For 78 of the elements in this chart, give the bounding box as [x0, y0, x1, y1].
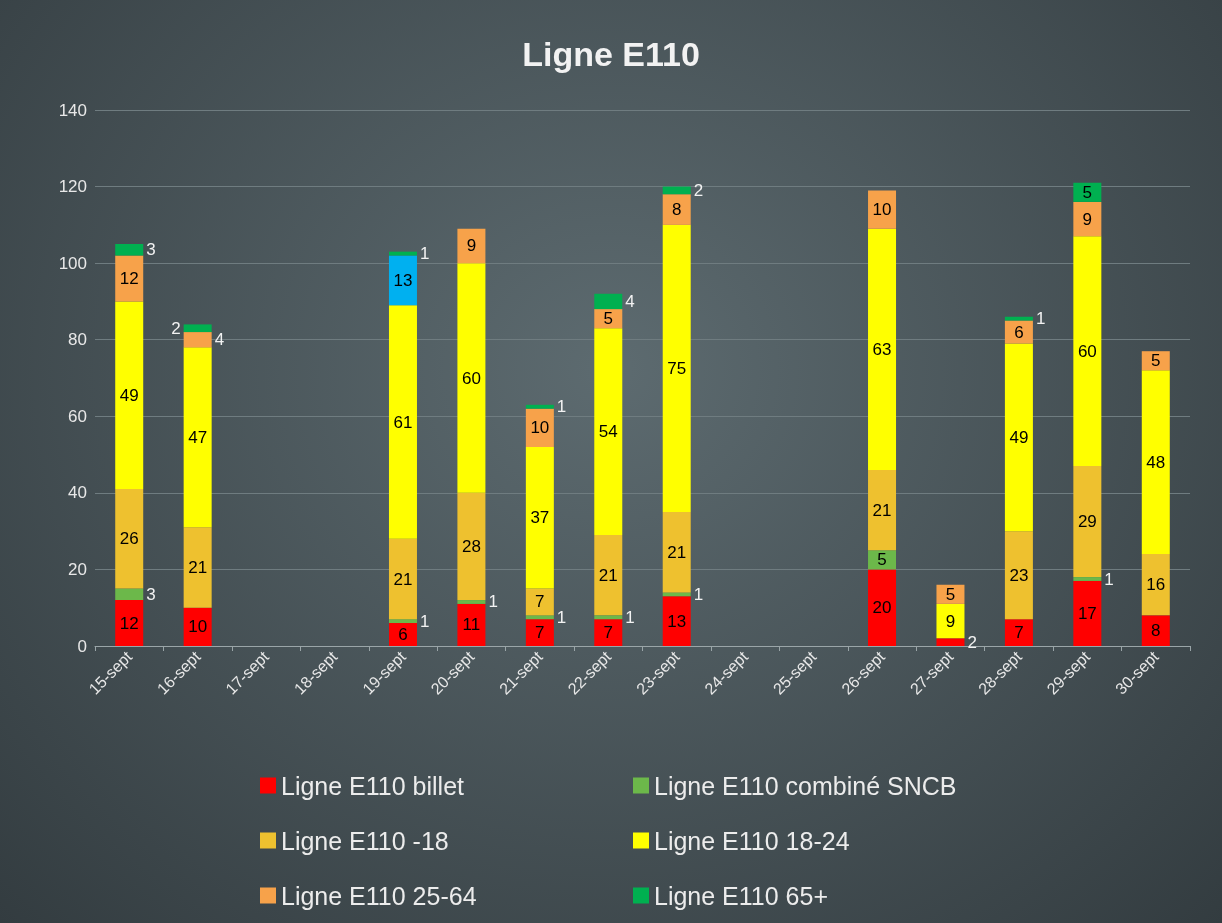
data-label: 48	[1146, 452, 1166, 472]
data-label: 2	[967, 632, 977, 652]
data-label: 1	[556, 397, 567, 417]
data-label: 1	[1104, 569, 1114, 589]
data-label: 12	[119, 268, 139, 288]
data-label: 9	[466, 236, 477, 256]
data-label: 21	[667, 542, 687, 562]
data-label: 1	[488, 592, 498, 612]
data-label: 7	[535, 623, 545, 643]
data-label: 9	[945, 611, 956, 631]
data-label: 54	[598, 422, 618, 442]
data-label: 1	[625, 607, 635, 627]
data-label: 61	[393, 412, 413, 432]
data-label: 20	[872, 598, 892, 618]
data-label: 11	[462, 615, 481, 635]
y-tick-label: 40	[68, 483, 87, 503]
data-label: 10	[530, 418, 550, 438]
legend-label: Ligne E110 -18	[281, 826, 449, 855]
data-label: 1	[419, 244, 430, 264]
chart-title: Ligne E110	[522, 35, 700, 73]
data-label: 17	[1077, 603, 1097, 623]
data-label: 37	[530, 508, 550, 528]
data-label: 2	[693, 180, 704, 200]
data-label: 7	[1014, 623, 1024, 643]
data-label: 5	[1151, 351, 1161, 371]
data-label: 63	[872, 339, 892, 359]
legend-label: Ligne E110 18-24	[654, 826, 850, 855]
data-label: 10	[872, 200, 892, 220]
data-label: 49	[1009, 427, 1029, 447]
data-label: 12	[119, 613, 139, 633]
data-label: 6	[1014, 322, 1024, 342]
data-label: 16	[1146, 575, 1166, 595]
data-label: 21	[393, 569, 413, 589]
legend-label: Ligne E110 combiné SNCB	[654, 771, 957, 800]
data-label: 21	[598, 565, 618, 585]
data-label: 1	[693, 584, 704, 604]
data-label: 3	[146, 240, 156, 260]
data-label: 4	[625, 291, 635, 311]
y-tick-label: 120	[58, 177, 87, 197]
data-label: 49	[119, 385, 139, 405]
data-label: 29	[1077, 512, 1097, 532]
data-label: 1	[419, 611, 430, 631]
y-tick-label: 60	[68, 406, 87, 426]
data-label: 21	[872, 500, 892, 520]
data-label: 60	[1077, 341, 1097, 361]
data-label: 60	[461, 368, 481, 388]
legend-label: Ligne E110 25-64	[281, 881, 477, 910]
y-tick-label: 80	[68, 330, 87, 350]
data-label: 21	[188, 558, 208, 578]
data-label: 5	[877, 550, 887, 570]
y-tick-label: 0	[77, 636, 87, 656]
legend-label: Ligne E110 billet	[281, 771, 465, 800]
data-label: 7	[535, 592, 545, 612]
data-label: 26	[119, 529, 139, 549]
data-label: 2	[171, 318, 181, 338]
data-label: 6	[398, 625, 408, 645]
data-label: 23	[1009, 565, 1029, 585]
data-label: 5	[945, 584, 956, 604]
data-label: 8	[671, 200, 682, 220]
data-label: 9	[1082, 209, 1093, 229]
data-label: 13	[667, 611, 687, 631]
y-tick-label: 20	[68, 559, 87, 579]
data-label: 3	[146, 584, 156, 604]
legend-label: Ligne E110 65+	[654, 881, 828, 910]
data-label: 28	[461, 536, 481, 556]
data-label: 5	[603, 309, 614, 329]
data-label: 8	[1151, 621, 1161, 641]
data-label: 1	[556, 607, 567, 627]
data-label: 5	[1082, 182, 1093, 202]
data-label: 1	[1035, 309, 1046, 329]
y-tick-label: 140	[58, 100, 87, 120]
data-label: 7	[603, 623, 614, 643]
data-label: 13	[393, 270, 413, 290]
data-label: 4	[214, 330, 225, 350]
data-label: 75	[667, 358, 687, 378]
y-tick-label: 100	[58, 253, 87, 273]
data-label: 10	[188, 617, 208, 637]
data-label: 47	[188, 427, 208, 447]
